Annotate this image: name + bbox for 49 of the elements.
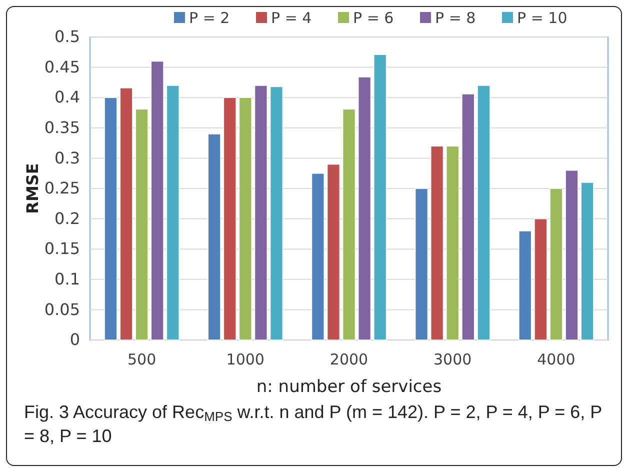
y-tick-label: 0 xyxy=(70,330,80,350)
bar xyxy=(104,97,118,340)
y-tick-label: 0.4 xyxy=(54,88,80,107)
bar xyxy=(580,182,594,340)
y-tick-label: 0.05 xyxy=(44,300,80,319)
x-tick-label: 1000 xyxy=(226,350,264,369)
text: Fig. 3 Accuracy of Rec$_{MPS}$ w.r.t. n and P (m = 142). P = 2, P = 4, P = 6, P = 8, P = 10 xyxy=(24,402,602,446)
bar xyxy=(326,164,340,340)
bar xyxy=(430,146,444,340)
bar xyxy=(254,85,268,340)
bar xyxy=(311,172,325,340)
bar xyxy=(223,97,236,340)
bar xyxy=(373,54,387,340)
bar xyxy=(477,85,490,340)
legend-label: P = 2 xyxy=(189,9,230,27)
legend-label: P = 4 xyxy=(271,9,312,27)
bar xyxy=(518,230,532,340)
y-tick-label: 0.45 xyxy=(44,57,80,76)
y-tick-label: 0.15 xyxy=(44,239,80,258)
bar xyxy=(534,218,548,340)
bar xyxy=(446,146,460,340)
legend-label: P = 6 xyxy=(353,9,394,27)
y-tick-label: 0.25 xyxy=(44,178,80,198)
y-tick-label: 0.1 xyxy=(54,270,80,289)
y-tick-label: 0.35 xyxy=(44,118,80,138)
bar xyxy=(135,108,148,340)
y-tick-label: 0.2 xyxy=(54,208,80,228)
y-tick-label: 0.5 xyxy=(54,27,80,46)
bar xyxy=(462,94,475,340)
bar xyxy=(238,97,252,340)
x-tick-label: 3000 xyxy=(434,350,472,369)
bar xyxy=(166,85,180,340)
y-tick-label: 0.3 xyxy=(54,148,80,168)
bar xyxy=(550,188,563,340)
legend-label: P = 10 xyxy=(517,9,568,27)
legend-label: P = 8 xyxy=(435,9,476,27)
bar xyxy=(342,108,356,340)
bar xyxy=(358,76,372,340)
x-axis-title: n: number of services xyxy=(256,377,442,397)
x-tick-label: 2000 xyxy=(330,350,368,369)
bar xyxy=(120,88,133,340)
bar xyxy=(414,188,428,340)
bar xyxy=(270,86,284,340)
x-tick-label: 500 xyxy=(127,350,156,369)
x-tick-label: 4000 xyxy=(537,350,576,369)
bar xyxy=(150,60,164,340)
bar xyxy=(208,134,221,340)
bar xyxy=(565,170,578,340)
y-axis-title: RMSE xyxy=(23,163,42,214)
